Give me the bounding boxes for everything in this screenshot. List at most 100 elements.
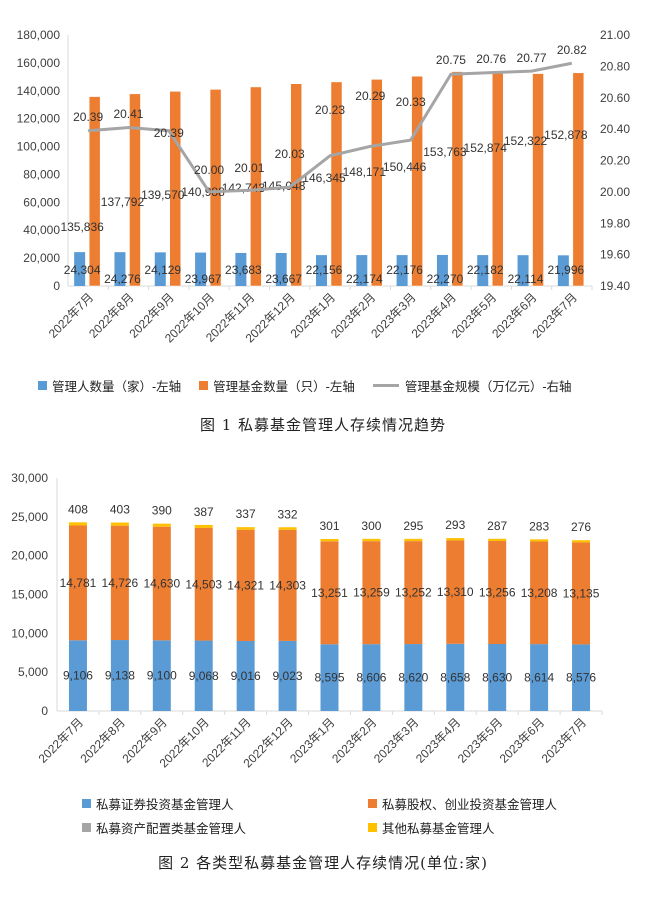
label-managers: 24,129 (144, 263, 181, 277)
bar-equity (572, 542, 591, 645)
label-equity: 13,252 (395, 586, 432, 600)
y-axis-tick: 15,000 (11, 588, 48, 602)
left-axis-tick: 60,000 (23, 195, 60, 209)
right-axis-tick: 20.60 (600, 91, 630, 105)
label-scale: 20.76 (476, 52, 506, 66)
bar-securities (152, 640, 171, 711)
label-equity: 13,135 (563, 586, 600, 600)
label-funds: 152,322 (504, 134, 548, 148)
right-axis-tick: 19.60 (600, 248, 630, 262)
left-axis-tick: 180,000 (17, 28, 61, 42)
bar-other (68, 522, 87, 526)
bar-securities (362, 644, 381, 711)
label-securities: 9,016 (231, 669, 261, 683)
label-funds: 150,446 (383, 160, 427, 174)
bar-managers (316, 255, 327, 286)
bar-funds (209, 89, 222, 287)
right-axis-tick: 19.40 (600, 279, 630, 293)
label-other: 301 (319, 519, 339, 533)
label-securities: 8,630 (482, 670, 512, 684)
bar-other (572, 540, 591, 543)
label-securities: 9,023 (273, 669, 303, 683)
bar-managers (275, 252, 287, 286)
right-axis-tick: 20.20 (600, 154, 630, 168)
label-scale: 20.77 (517, 51, 547, 65)
label-equity: 14,630 (143, 577, 180, 591)
label-equity: 13,259 (353, 586, 390, 600)
bar-securities (488, 643, 507, 711)
label-funds: 153,763 (423, 145, 467, 159)
legend-swatch-equity (368, 799, 377, 808)
label-securities: 8,658 (440, 670, 470, 684)
label-other: 276 (571, 520, 591, 534)
bar-equity (404, 541, 423, 645)
legend-swatch-allocation (82, 823, 91, 832)
bar-funds (371, 79, 383, 287)
bar-other (152, 523, 171, 527)
bar-other (110, 522, 129, 526)
bar-managers (557, 255, 569, 286)
legend-swatch-securities (82, 799, 91, 808)
label-scale: 20.75 (436, 53, 466, 67)
label-equity: 13,251 (311, 586, 348, 600)
bar-securities (446, 643, 465, 711)
legend-label-securities: 私募证券投资基金管理人 (96, 798, 234, 812)
bar-equity (194, 527, 213, 641)
label-managers: 22,156 (306, 263, 343, 277)
bar-managers (396, 255, 408, 286)
label-other: 332 (278, 507, 298, 521)
right-axis-tick: 19.80 (600, 216, 630, 230)
label-securities: 9,106 (63, 669, 93, 683)
label-scale: 20.39 (73, 110, 103, 124)
label-other: 293 (445, 518, 465, 532)
label-funds: 152,874 (464, 141, 508, 155)
label-managers: 23,683 (225, 263, 262, 277)
label-funds: 137,792 (101, 195, 145, 209)
label-equity: 13,256 (479, 585, 516, 599)
legend-label-equity: 私募股权、创业投资基金管理人 (382, 798, 558, 812)
label-managers: 22,114 (508, 272, 544, 286)
label-managers: 22,174 (346, 272, 383, 286)
left-axis-tick: 120,000 (17, 112, 61, 126)
label-managers: 24,276 (104, 272, 141, 286)
left-axis-tick: 100,000 (17, 140, 61, 154)
label-other: 337 (236, 507, 256, 521)
legend-item-other: 其他私募基金管理人 (368, 818, 495, 837)
label-scale: 20.00 (194, 163, 224, 177)
y-axis-tick: 10,000 (11, 626, 48, 640)
label-scale: 20.41 (113, 107, 143, 121)
bar-managers (517, 255, 529, 286)
label-equity: 14,781 (60, 576, 97, 590)
bar-equity (278, 529, 297, 641)
bar-equity (362, 541, 381, 645)
right-axis-tick: 20.00 (600, 185, 630, 199)
bar-funds (451, 71, 464, 287)
legend-item-equity: 私募股权、创业投资基金管理人 (368, 794, 557, 813)
label-managers: 23,967 (185, 272, 222, 286)
label-equity: 14,726 (102, 576, 139, 590)
bar-managers (114, 252, 126, 286)
label-equity: 13,310 (437, 585, 474, 599)
label-scale: 20.33 (396, 95, 426, 109)
chart1-legend: 管理人数量（家）-左轴 管理基金数量（只）-左轴 管理基金规模（万亿元）-右轴 (38, 376, 572, 395)
label-funds: 152,878 (544, 128, 588, 142)
bar-other (488, 538, 507, 542)
left-axis-tick: 40,000 (23, 223, 60, 237)
label-funds: 140,988 (181, 185, 225, 199)
bar-securities (68, 640, 87, 711)
legend-swatch-other (368, 823, 377, 832)
label-funds: 146,345 (302, 171, 346, 185)
legend-swatch-scale (372, 384, 399, 387)
left-axis-tick: 140,000 (17, 84, 61, 98)
bar-funds (169, 91, 182, 287)
label-other: 387 (194, 505, 214, 519)
label-securities: 8,576 (566, 671, 596, 685)
label-other: 295 (403, 519, 423, 533)
label-equity: 13,208 (521, 586, 558, 600)
label-scale: 20.01 (234, 161, 264, 175)
label-other: 403 (110, 503, 130, 517)
line-scale (88, 61, 573, 194)
bar-managers (356, 255, 368, 286)
label-managers: 22,176 (386, 263, 423, 277)
